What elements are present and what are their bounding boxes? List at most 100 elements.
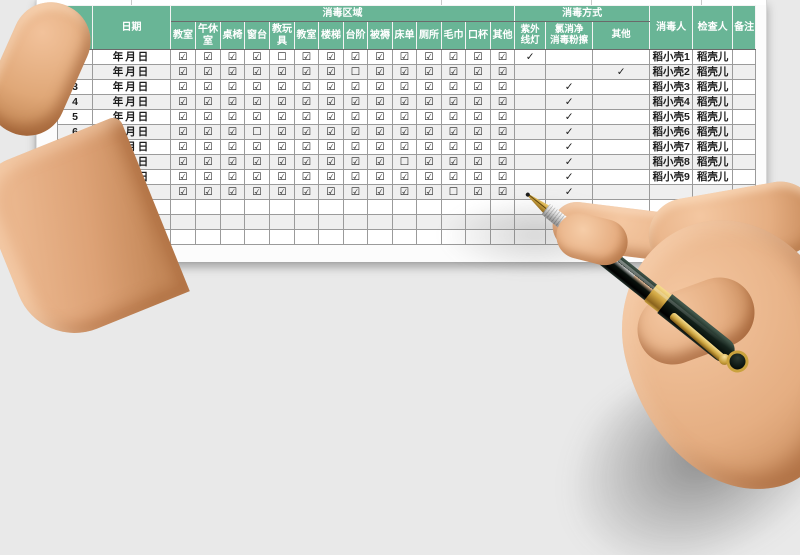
area-checkbox-11[interactable]: ☑ — [416, 64, 442, 80]
area-checkbox-9[interactable]: ☑ — [367, 124, 393, 140]
area-checkbox-14[interactable]: ☑ — [489, 64, 516, 80]
area-checkbox-5[interactable]: ☐ — [269, 49, 295, 65]
date-cell[interactable]: 年月日 — [92, 184, 171, 200]
method-tick-2[interactable]: ✓ — [545, 139, 594, 155]
area-checkbox-13[interactable]: ☑ — [465, 109, 491, 125]
area-checkbox-14[interactable]: ☑ — [489, 139, 516, 155]
area-checkbox-10[interactable]: ☐ — [392, 154, 417, 170]
area-checkbox-12[interactable]: ☑ — [441, 94, 466, 110]
area-checkbox-11[interactable]: ☑ — [416, 94, 442, 110]
area-checkbox-6[interactable]: ☑ — [294, 49, 319, 65]
area-checkbox-12[interactable]: ☑ — [441, 49, 466, 65]
method-tick-3[interactable] — [592, 154, 651, 170]
area-checkbox-5[interactable]: ☑ — [269, 94, 295, 110]
area-checkbox-5[interactable]: ☑ — [269, 169, 295, 185]
area-checkbox-1[interactable]: ☑ — [170, 124, 196, 140]
area-checkbox-6[interactable]: ☑ — [294, 169, 319, 185]
area-checkbox-14[interactable]: ☑ — [489, 49, 516, 65]
method-tick-3[interactable] — [592, 79, 651, 95]
area-checkbox-4[interactable]: ☐ — [244, 124, 270, 140]
area-checkbox-13[interactable]: ☑ — [465, 124, 491, 140]
method-tick-3[interactable] — [592, 109, 651, 125]
method-tick-1[interactable] — [514, 94, 547, 110]
method-tick-2[interactable] — [545, 64, 594, 80]
method-tick-3[interactable] — [592, 49, 651, 65]
area-checkbox-7[interactable]: ☑ — [318, 49, 344, 65]
area-checkbox-10[interactable]: ☑ — [392, 184, 417, 200]
area-checkbox-7[interactable]: ☑ — [318, 139, 344, 155]
method-tick-1[interactable] — [514, 109, 547, 125]
method-tick-2[interactable]: ✓ — [545, 184, 594, 200]
area-checkbox-7[interactable]: ☑ — [318, 109, 344, 125]
area-checkbox-8[interactable]: ☑ — [343, 49, 368, 65]
date-cell[interactable]: 年月日 — [92, 124, 171, 140]
area-checkbox-8[interactable]: ☐ — [343, 64, 368, 80]
method-tick-1[interactable] — [514, 154, 547, 170]
area-checkbox-3[interactable]: ☑ — [220, 64, 245, 80]
area-checkbox-12[interactable]: ☑ — [441, 64, 466, 80]
area-checkbox-9[interactable]: ☑ — [367, 109, 393, 125]
area-checkbox-14[interactable]: ☑ — [489, 109, 516, 125]
area-checkbox-5[interactable]: ☑ — [269, 154, 295, 170]
area-checkbox-10[interactable]: ☑ — [392, 139, 417, 155]
area-checkbox-2[interactable]: ☑ — [195, 79, 221, 95]
method-tick-2[interactable]: ✓ — [545, 169, 594, 185]
area-checkbox-12[interactable]: ☑ — [441, 154, 466, 170]
area-checkbox-7[interactable]: ☑ — [318, 154, 344, 170]
area-checkbox-1[interactable]: ☑ — [170, 169, 196, 185]
area-checkbox-8[interactable]: ☑ — [343, 94, 368, 110]
area-checkbox-2[interactable]: ☑ — [195, 94, 221, 110]
area-checkbox-7[interactable]: ☑ — [318, 79, 344, 95]
method-tick-2[interactable] — [545, 49, 594, 65]
area-checkbox-9[interactable]: ☑ — [367, 154, 393, 170]
area-checkbox-11[interactable]: ☑ — [416, 169, 442, 185]
area-checkbox-4[interactable]: ☑ — [244, 64, 270, 80]
area-checkbox-9[interactable]: ☑ — [367, 184, 393, 200]
area-checkbox-8[interactable]: ☑ — [343, 184, 368, 200]
area-checkbox-1[interactable]: ☑ — [170, 79, 196, 95]
area-checkbox-9[interactable]: ☑ — [367, 79, 393, 95]
area-checkbox-13[interactable]: ☑ — [465, 79, 491, 95]
area-checkbox-9[interactable]: ☑ — [367, 139, 393, 155]
area-checkbox-7[interactable]: ☑ — [318, 64, 344, 80]
area-checkbox-6[interactable]: ☑ — [294, 154, 319, 170]
date-cell[interactable]: 年月日 — [92, 139, 171, 155]
date-cell[interactable]: 年月日 — [92, 109, 171, 125]
area-checkbox-12[interactable]: ☑ — [441, 124, 466, 140]
area-checkbox-2[interactable]: ☑ — [195, 109, 221, 125]
area-checkbox-3[interactable]: ☑ — [220, 124, 245, 140]
area-checkbox-8[interactable]: ☑ — [343, 79, 368, 95]
area-checkbox-12[interactable]: ☑ — [441, 139, 466, 155]
area-checkbox-2[interactable]: ☑ — [195, 124, 221, 140]
area-checkbox-9[interactable]: ☑ — [367, 49, 393, 65]
area-checkbox-1[interactable]: ☑ — [170, 109, 196, 125]
area-checkbox-13[interactable]: ☑ — [465, 169, 491, 185]
method-tick-1[interactable] — [514, 184, 547, 200]
method-tick-1[interactable] — [514, 124, 547, 140]
method-tick-2[interactable]: ✓ — [545, 94, 594, 110]
area-checkbox-11[interactable]: ☑ — [416, 184, 442, 200]
area-checkbox-6[interactable]: ☑ — [294, 94, 319, 110]
area-checkbox-10[interactable]: ☑ — [392, 169, 417, 185]
area-checkbox-6[interactable]: ☑ — [294, 64, 319, 80]
area-checkbox-14[interactable]: ☑ — [489, 154, 516, 170]
method-tick-3[interactable] — [592, 94, 651, 110]
area-checkbox-11[interactable]: ☑ — [416, 139, 442, 155]
area-checkbox-1[interactable]: ☑ — [170, 139, 196, 155]
area-checkbox-10[interactable]: ☑ — [392, 109, 417, 125]
area-checkbox-6[interactable]: ☑ — [294, 139, 319, 155]
area-checkbox-7[interactable]: ☑ — [318, 184, 344, 200]
area-checkbox-7[interactable]: ☑ — [318, 94, 344, 110]
area-checkbox-2[interactable]: ☑ — [195, 49, 221, 65]
area-checkbox-14[interactable]: ☑ — [489, 169, 516, 185]
area-checkbox-13[interactable]: ☑ — [465, 94, 491, 110]
area-checkbox-8[interactable]: ☑ — [343, 139, 368, 155]
area-checkbox-13[interactable]: ☑ — [465, 49, 491, 65]
area-checkbox-7[interactable]: ☑ — [318, 169, 344, 185]
method-tick-1[interactable]: ✓ — [514, 49, 547, 65]
area-checkbox-2[interactable]: ☑ — [195, 64, 221, 80]
area-checkbox-2[interactable]: ☑ — [195, 154, 221, 170]
area-checkbox-6[interactable]: ☑ — [294, 184, 319, 200]
area-checkbox-10[interactable]: ☑ — [392, 64, 417, 80]
area-checkbox-5[interactable]: ☑ — [269, 184, 295, 200]
